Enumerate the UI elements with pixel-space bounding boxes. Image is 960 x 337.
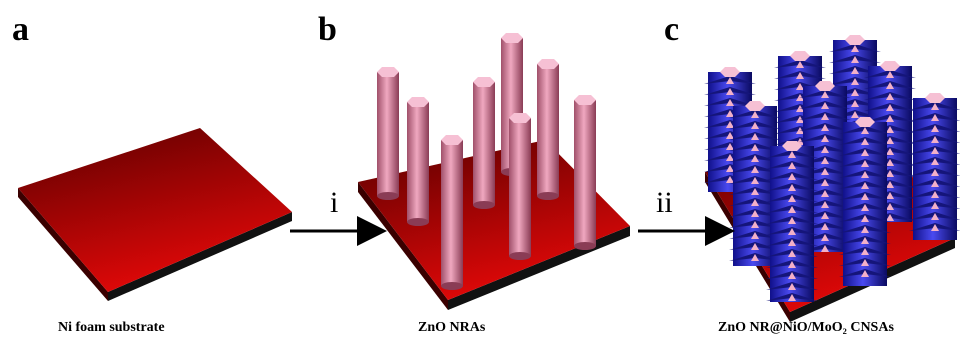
rod-end — [441, 282, 463, 290]
rod-end — [377, 192, 399, 200]
caption: Ni foam substrate — [58, 320, 165, 335]
schematic: a b c Ni foam substrate ZnO NRAs ZnO NR@… — [0, 0, 960, 337]
rod — [509, 118, 531, 256]
arrow-label: i — [330, 186, 338, 219]
arrow-label: ii — [656, 186, 673, 219]
slab-top — [18, 128, 292, 292]
rod — [377, 72, 399, 196]
rod-end — [407, 218, 429, 226]
caption: ZnO NR@NiO/MoO₂ CNSAs — [718, 320, 894, 335]
panel-label: a — [12, 11, 29, 48]
panel-label: c — [664, 11, 679, 48]
rod — [407, 102, 429, 222]
rod — [473, 82, 495, 205]
rod-end — [473, 201, 495, 209]
caption: ZnO NRAs — [418, 320, 486, 335]
rod-end — [537, 192, 559, 200]
rod — [574, 100, 596, 246]
panel-label: b — [318, 11, 337, 48]
drawing — [18, 33, 960, 322]
rod — [537, 64, 559, 196]
rod-end — [574, 242, 596, 250]
rod — [441, 140, 463, 286]
rod-end — [509, 252, 531, 260]
